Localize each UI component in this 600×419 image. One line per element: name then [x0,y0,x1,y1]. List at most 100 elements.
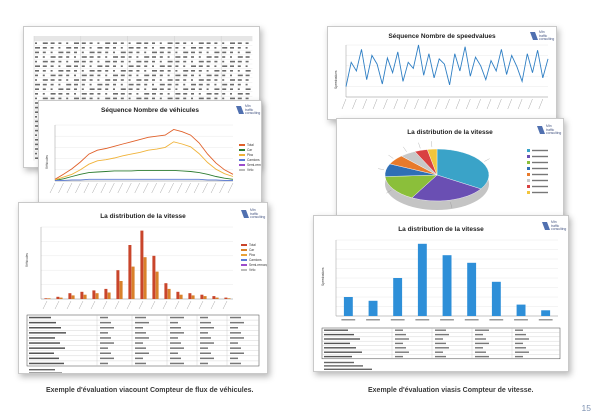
table-cell [152,47,154,49]
legend-item: Semi-remorque [239,163,262,168]
chart-title: La distribution de la vitesse [398,226,484,233]
table-cell [113,42,117,44]
table-cell [200,332,208,334]
table-cell [97,42,100,44]
legend-label: Vélo [247,168,254,172]
table-cell [35,74,38,77]
pie-label-leader [388,154,394,159]
table-cell [475,342,489,345]
table-cell [206,60,211,63]
table-cell [135,316,146,319]
table-cell [183,93,188,95]
legend-label: Semi-remorque [247,163,262,167]
table-cell [237,79,242,81]
table-cell [35,42,37,44]
legend-label [532,167,548,170]
table-cell [183,88,189,90]
legend-item: Total [239,143,261,148]
table-cell [237,60,242,63]
pie-label-leader [450,202,453,208]
table-cell [175,42,180,44]
table-cell [152,51,157,54]
x-tick-label [134,182,140,194]
table-cell [89,88,95,90]
table-cell [515,333,526,336]
table-cell [230,93,232,95]
table-cell [29,352,54,354]
right-bar-sheet: Mtn traffic consulting La distribution de … [313,215,569,372]
bar [44,298,48,299]
table-cell [29,357,59,360]
table-cell [183,47,186,49]
table-cell [136,83,141,86]
table-cell [183,51,189,54]
table-cell [128,93,132,95]
table-cell [144,47,148,49]
table-cell [35,120,40,123]
table-cell [128,47,134,49]
x-tick-label [109,182,115,194]
table-cell [222,60,225,63]
logo-icon [537,126,545,134]
x-tick-label [114,300,120,310]
table-cell [74,88,77,90]
table-cell [159,97,162,100]
table-cell [230,60,235,63]
table-cell [230,88,233,90]
table-cell [175,79,180,81]
legend-label: Camions [249,258,262,262]
legend-swatch [241,254,247,257]
table-cell [50,56,56,58]
table-cell [324,355,352,358]
bar [116,270,120,299]
table-cell [237,88,240,90]
table-cell [230,97,235,100]
legend-swatch [527,167,530,170]
x-tick-label [78,300,84,310]
legend-swatch [527,155,530,158]
table-cell [324,338,360,340]
legend-item: Camions [239,158,261,163]
right-caption: Exemple d'évaluation viasis Compteur de … [368,387,534,394]
table-cell [206,47,210,49]
table-cell [113,70,115,72]
table-cell [191,56,194,58]
table-cell [42,65,47,67]
legend-item: Total [241,243,267,248]
table-cell [89,60,93,63]
x-tick-label [210,182,217,194]
table-cell [191,74,194,77]
table-cell [515,338,529,340]
table-cell [42,47,47,49]
x-tick-label [528,98,533,110]
table-cell [167,74,170,77]
x-tick-label [193,182,200,194]
table-cell [50,74,56,77]
table-cell [245,42,249,44]
table-cell [191,51,195,54]
x-tick-label [352,98,357,110]
table-cell [324,347,356,349]
table-cell [81,42,86,44]
table-cell [170,316,184,319]
table-cell [324,329,348,331]
table-cell [152,74,156,77]
legend-item: Semi-remorque [241,263,267,268]
table-cell [183,83,186,86]
table-cell [159,51,164,54]
table-cell [515,329,523,331]
table-cell [113,88,115,90]
x-tick-label [372,98,378,110]
table-cell [167,70,171,72]
table-cell [35,148,38,150]
table-cell [214,56,219,58]
pie-label-leader [431,141,433,148]
bar [107,292,111,299]
table-cell [144,93,150,95]
table-cell [198,51,202,54]
bar [95,293,99,299]
table-cell [237,51,240,54]
table-cell [144,88,147,90]
bar [417,243,427,316]
